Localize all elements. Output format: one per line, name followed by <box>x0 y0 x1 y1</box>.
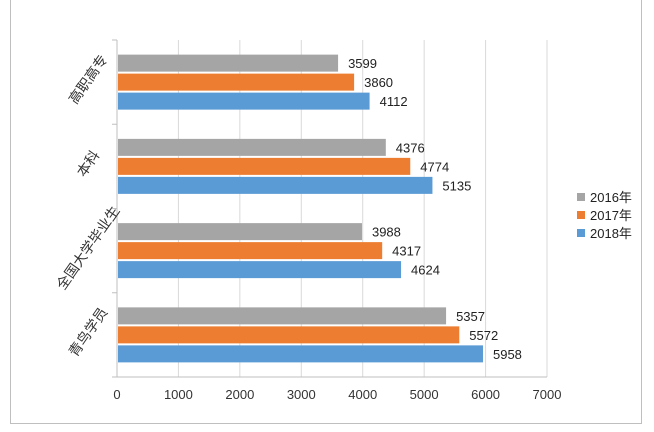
bar <box>118 138 386 156</box>
x-tick-label: 4000 <box>348 387 377 402</box>
data-label: 5357 <box>456 309 485 324</box>
data-label: 4376 <box>396 140 425 155</box>
bar <box>118 223 362 241</box>
x-tick-label: 6000 <box>471 387 500 402</box>
category-label: 高职高专 <box>65 52 110 107</box>
x-tick-label: 1000 <box>164 387 193 402</box>
data-label: 3599 <box>348 56 377 71</box>
bar <box>118 345 483 363</box>
legend-label: 2017年 <box>590 208 632 223</box>
data-label: 4112 <box>380 94 408 109</box>
x-tick-label: 2000 <box>225 387 254 402</box>
bar <box>118 261 402 279</box>
category-label: 全国大学毕业生 <box>53 203 122 292</box>
data-label: 3988 <box>372 225 401 240</box>
bar <box>118 326 460 344</box>
legend-swatch <box>577 229 585 237</box>
data-label: 5572 <box>469 328 498 343</box>
category-label: 本科 <box>73 147 102 179</box>
bar <box>118 307 447 325</box>
data-label: 5958 <box>493 347 522 362</box>
bar <box>118 242 383 260</box>
bar <box>118 157 411 175</box>
data-label: 3860 <box>364 75 393 90</box>
bar <box>118 176 433 194</box>
legend-swatch <box>577 211 585 219</box>
legend-label: 2016年 <box>590 190 632 205</box>
legend-label: 2018年 <box>590 226 632 241</box>
category-label: 青鸟学员 <box>65 304 110 359</box>
data-label: 5135 <box>442 178 471 193</box>
data-label: 4624 <box>411 263 440 278</box>
legend-swatch <box>577 193 585 201</box>
x-tick-label: 7000 <box>533 387 562 402</box>
chart-frame <box>10 0 642 424</box>
x-tick-label: 3000 <box>287 387 316 402</box>
x-tick-label: 5000 <box>410 387 439 402</box>
bar <box>118 54 339 72</box>
data-label: 4317 <box>392 244 421 259</box>
bar <box>118 92 370 110</box>
bar <box>118 73 355 91</box>
data-label: 4774 <box>420 159 449 174</box>
x-tick-label: 0 <box>113 387 120 402</box>
